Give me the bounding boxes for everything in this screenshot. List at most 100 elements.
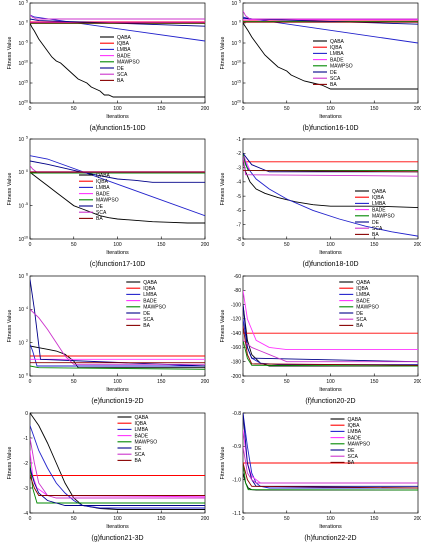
y-axis-label: Fitness Value <box>220 173 226 206</box>
x-tick-label: 200 <box>201 516 210 522</box>
x-tick-label: 100 <box>326 516 335 522</box>
y-tick-label: -60 <box>234 274 241 280</box>
series-line-lmba <box>30 344 205 367</box>
y-tick-label: -8 <box>237 237 242 243</box>
panel-caption: (e)function19-2D <box>91 398 143 405</box>
y-tick-exponent: 2 <box>26 339 28 343</box>
x-tick-label: 200 <box>201 242 210 248</box>
legend-entry-ba: BA <box>96 216 103 222</box>
legend-entry-iqba: IQBA <box>96 179 109 185</box>
x-tick-label: 0 <box>242 106 245 112</box>
series-line-de <box>243 304 418 363</box>
series-line-bade <box>30 450 205 498</box>
series-line-qaba <box>30 345 205 369</box>
legend-entry-iqba: IQBA <box>348 423 361 429</box>
series-line-de <box>30 467 205 506</box>
legend-entry-bade: BADE <box>96 191 110 197</box>
x-axis-label: Iterations <box>106 114 129 120</box>
y-tick-label: -3 <box>24 486 29 492</box>
series-line-sca <box>30 14 205 20</box>
legend-entry-qaba: QABA <box>135 415 150 421</box>
x-tick-label: 200 <box>201 106 210 112</box>
legend-entry-lmba: LMBA <box>348 429 362 435</box>
y-tick-exponent: -5 <box>25 40 28 44</box>
legend-entry-iqba: IQBA <box>372 195 385 201</box>
x-tick-label: 0 <box>242 379 245 385</box>
legend-entry-mawpso: MAWPSO <box>135 440 158 446</box>
panel-caption: (d)function18-10D <box>302 261 358 268</box>
legend-entry-de: DE <box>330 70 338 76</box>
y-axis-label: Fitness Value <box>220 447 226 480</box>
chart-panel-4: 0 50 100 150 200 -1 -2 -3 -4 -5 -6 -7 -8 Iterations Fi… <box>220 137 421 268</box>
y-tick-exponent: 0 <box>26 169 28 173</box>
y-tick-label: 10 <box>18 170 24 176</box>
series-line-sca <box>243 156 418 177</box>
y-tick-exponent: -15 <box>23 80 28 84</box>
legend-entry-bade: BADE <box>117 53 131 59</box>
x-tick-label: 100 <box>113 106 122 112</box>
y-tick-label: -1 <box>237 137 242 143</box>
legend-entry-qaba: QABA <box>348 417 363 423</box>
series-line-ba <box>243 462 418 489</box>
legend-entry-mawpso: MAWPSO <box>356 305 379 311</box>
x-tick-label: 50 <box>71 516 77 522</box>
panel-caption: (f)function20-2D <box>305 398 355 405</box>
legend-entry-bade: BADE <box>143 298 157 304</box>
y-tick-label: 10 <box>18 21 24 27</box>
legend-entry-mawpso: MAWPSO <box>372 214 395 220</box>
y-tick-label: -2 <box>237 151 242 157</box>
x-tick-label: 100 <box>113 379 122 385</box>
series-line-sca <box>30 309 205 365</box>
y-tick-label: 10 <box>18 374 24 380</box>
y-tick-label: 10 <box>18 81 24 87</box>
legend-entry-ba: BA <box>372 232 379 238</box>
y-axis-label: Fitness Value <box>7 37 13 70</box>
y-tick-label: -1.1 <box>232 511 241 517</box>
legend-entry-ba: BA <box>135 458 142 464</box>
series-line-qaba <box>243 22 418 90</box>
x-tick-label: 150 <box>370 242 379 248</box>
y-tick-label: -2 <box>24 461 29 467</box>
y-tick-exponent: 5 <box>26 0 28 4</box>
legend-entry-qaba: QABA <box>356 280 371 286</box>
legend-entry-mawpso: MAWPSO <box>117 60 140 66</box>
y-tick-label: -0.9 <box>232 444 241 450</box>
x-tick-label: 50 <box>71 242 77 248</box>
panel-caption: (h)function22-2D <box>304 535 356 542</box>
series-line-lmba <box>30 425 205 509</box>
y-tick-label: -7 <box>237 223 242 229</box>
legend-entry-iqba: IQBA <box>356 286 369 292</box>
y-tick-label: 10 <box>231 1 237 7</box>
series-group <box>30 14 205 98</box>
legend-entry-de: DE <box>135 446 143 452</box>
legend-entry-de: DE <box>372 220 380 226</box>
y-tick-label: 10 <box>18 237 24 243</box>
x-axis-label: Iterations <box>319 387 342 393</box>
y-tick-label: -180 <box>231 360 241 366</box>
legend-entry-ba: BA <box>348 460 355 466</box>
series-group <box>30 279 205 370</box>
series-group <box>30 413 205 510</box>
x-tick-label: 50 <box>71 379 77 385</box>
legend-entry-sca: SCA <box>330 76 341 82</box>
series-line-sca <box>30 437 205 499</box>
legend-entry-lmba: LMBA <box>135 427 149 433</box>
x-tick-label: 100 <box>113 516 122 522</box>
x-tick-label: 150 <box>370 379 379 385</box>
y-tick-exponent: -10 <box>236 60 241 64</box>
x-tick-label: 50 <box>284 379 290 385</box>
y-tick-exponent: -15 <box>236 80 241 84</box>
legend-entry-lmba: LMBA <box>96 185 110 191</box>
legend-entry-mawpso: MAWPSO <box>330 64 353 70</box>
y-tick-label: 10 <box>231 61 237 67</box>
x-axis-label: Iterations <box>319 114 342 120</box>
y-tick-exponent: 5 <box>26 136 28 140</box>
x-tick-label: 200 <box>414 516 421 522</box>
series-line-mawpso <box>243 462 418 491</box>
x-tick-label: 150 <box>370 106 379 112</box>
y-tick-label: 10 <box>18 340 24 346</box>
